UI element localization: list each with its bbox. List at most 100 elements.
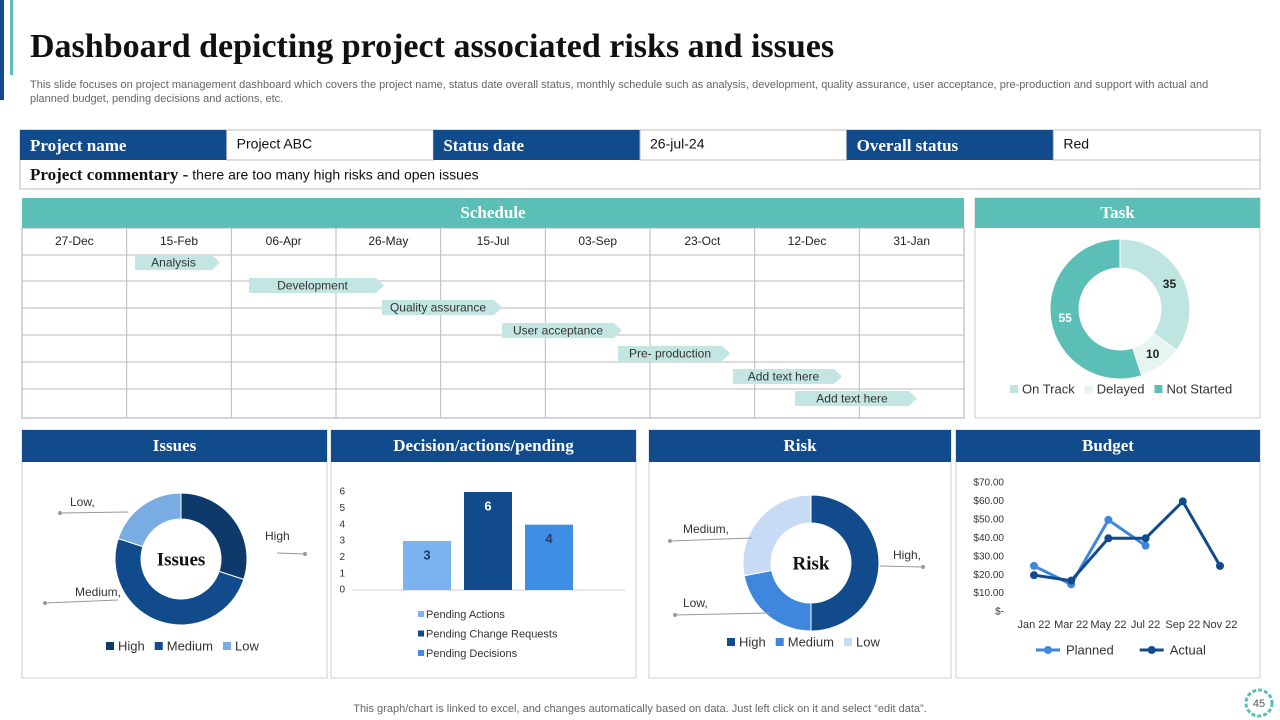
decor-bar [10,0,13,75]
y-tick-label: $20.00 [973,570,1004,581]
callout-label: High [265,529,290,543]
legend-label: Medium [167,638,213,653]
task-label: Quality assurance [390,301,486,315]
legend-marker [1044,646,1052,654]
bar [525,524,573,590]
callout-dot [921,565,925,569]
task-bar [502,323,622,338]
y-tick-label: 3 [339,536,345,547]
point [1030,571,1038,580]
point [1178,497,1187,506]
label-cell [433,130,640,160]
x-tick-label: Sep 22 [1165,619,1200,631]
legend-label: Actual [1170,642,1206,657]
callout-line [674,612,771,616]
info-label: Status date [443,136,524,155]
callout-line [276,552,306,555]
task-bar [795,391,917,406]
value-cell [1052,129,1261,161]
footer: This graph/chart is linked to excel, and… [353,703,927,715]
legend-marker [418,650,424,656]
pie-slice [1049,238,1143,380]
legend-label: Pending Change Requests [426,628,558,640]
panel-title: Task [1100,203,1135,222]
x-tick-label: Jul 22 [1131,619,1160,631]
date-label: 31-Jan [893,234,930,248]
date-label: 15-Feb [160,234,198,248]
legend-marker [727,638,735,646]
legend-marker [1147,646,1156,654]
x-tick-label: Jan 22 [1017,619,1050,631]
point [1141,541,1150,550]
panel [648,429,952,679]
pie-slice [810,494,880,632]
callout-line [44,599,119,604]
callout-dot [58,511,62,515]
callout-dot [43,601,47,605]
date-label: 23-Oct [684,234,721,248]
callout-label: Low, [683,596,708,610]
y-tick-label: $50.00 [973,514,1004,525]
schedule-header [22,198,964,228]
date-label: 27-Dec [55,234,94,248]
data-label: 3 [423,547,430,562]
panel [955,429,1261,679]
page-number: 45 [1253,698,1265,710]
task-label: Analysis [151,256,196,270]
date-label: 03-Sep [578,234,617,248]
data-label: 6 [484,498,491,513]
legend-label: Planned [1066,642,1114,657]
date-label: 12-Dec [788,234,827,248]
task-label: Add text here [816,392,888,406]
task-label: Add text here [748,370,820,384]
callout-dot [673,613,677,617]
callout-label: Medium, [683,522,729,536]
schedule-body [21,227,965,419]
legend-marker [844,638,852,646]
panel-title: Budget [1082,436,1134,455]
y-tick-label: $- [995,607,1004,618]
legend-marker [223,642,231,650]
task-label: User acceptance [513,324,603,338]
legend-marker [1010,385,1018,393]
point [1216,561,1224,570]
data-label: 4 [545,531,553,546]
legend-marker [418,611,424,617]
center-label: Risk [793,553,830,574]
panel-title: Risk [783,436,817,455]
x-tick-label: Nov 22 [1203,619,1238,631]
y-tick-label: $70.00 [973,478,1004,489]
info-value: 26-jul-24 [650,136,705,152]
value-cell [226,129,434,161]
panel-title: Issues [153,436,197,455]
legend-label: High [739,634,766,649]
date-label: 26-May [368,234,408,248]
legend-marker [775,638,784,646]
legend-marker [1084,385,1093,393]
legend-label: Not Started [1166,381,1232,396]
legend-marker [1154,385,1163,393]
line-series [1033,498,1222,583]
callout-label: High, [893,548,921,562]
y-tick-label: 6 [339,487,345,498]
legend-label: On Track [1022,381,1075,396]
legend-label: Pending Decisions [426,648,518,660]
legend-label: Medium [788,634,834,649]
pie-slice [114,537,245,626]
legend-label: Low [235,638,259,653]
callout-dot [668,539,672,543]
y-tick-label: 0 [339,585,345,596]
data-label: 10 [1146,347,1160,361]
panel-header [331,430,636,462]
legend-marker [154,642,163,650]
task-label: Development [277,279,348,293]
commentary-label: Project commentary - [30,165,189,184]
point [1030,561,1038,570]
y-tick-label: 5 [339,503,345,514]
y-tick-label: 4 [339,519,345,530]
y-tick-label: 1 [339,568,345,579]
center-label: Issues [157,549,206,570]
task-bar [135,255,220,270]
data-label: 35 [1163,277,1177,291]
task-bar [382,300,502,315]
